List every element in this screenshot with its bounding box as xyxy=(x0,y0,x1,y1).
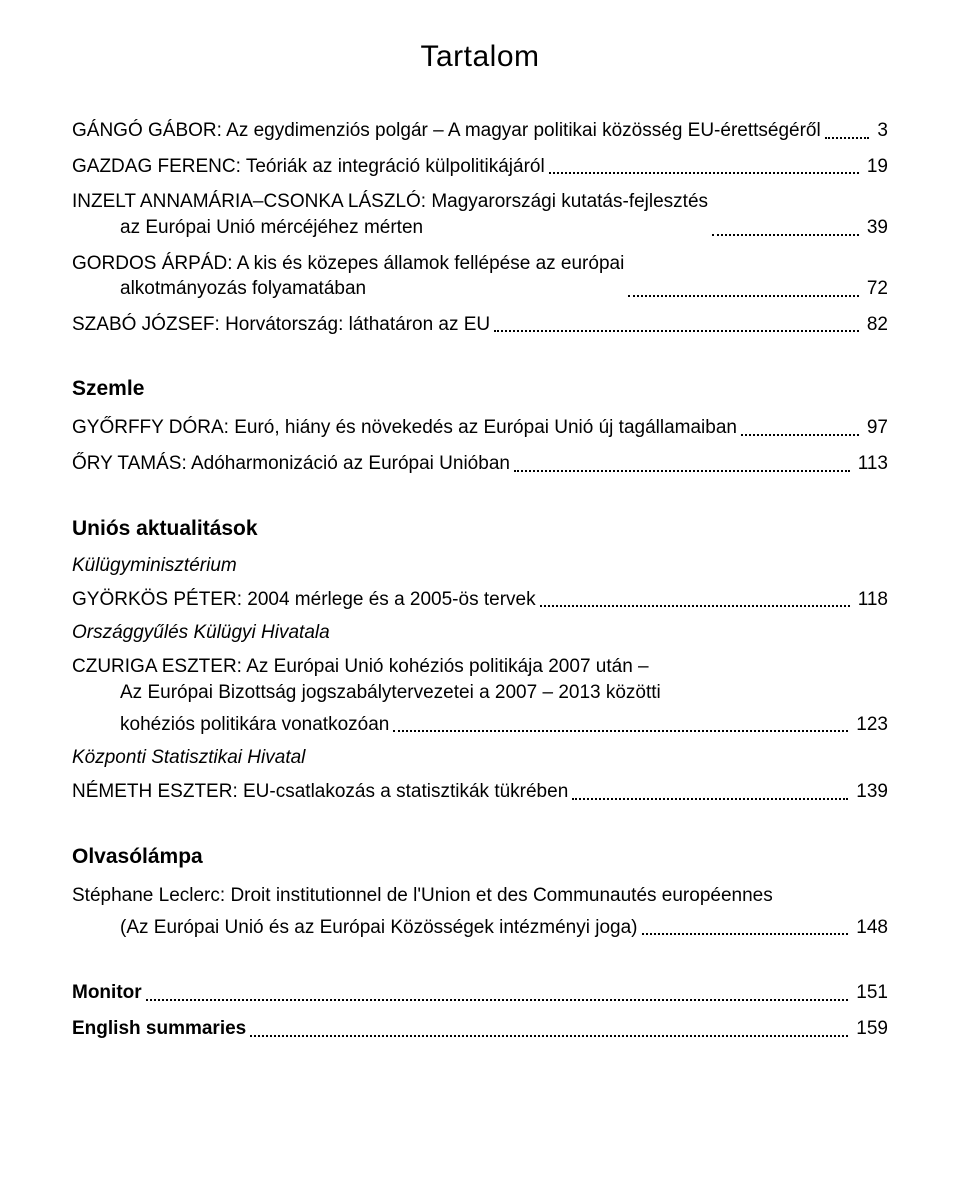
toc-page-number: 123 xyxy=(852,712,888,738)
toc-text: Monitor xyxy=(72,980,142,1006)
toc-entry-english-summaries: English summaries 159 xyxy=(72,1016,888,1042)
toc-text: INZELT ANNAMÁRIA–CSONKA LÁSZLÓ: Magyaror… xyxy=(72,189,708,240)
dot-leader xyxy=(642,932,849,935)
toc-page-number: 113 xyxy=(854,451,888,477)
toc-text: GAZDAG FERENC: Teóriák az integráció kül… xyxy=(72,154,545,180)
section-heading-olvaso: Olvasólámpa xyxy=(72,845,888,869)
dot-leader xyxy=(572,797,848,800)
dot-leader xyxy=(540,604,850,607)
toc-text: NÉMETH ESZTER: EU-csatlakozás a statiszt… xyxy=(72,779,568,805)
toc-entry: GYÖRKÖS PÉTER: 2004 mérlege és a 2005-ös… xyxy=(72,587,888,613)
toc-page-number: 139 xyxy=(852,779,888,805)
toc-page-number: 19 xyxy=(863,154,888,180)
dot-leader xyxy=(712,233,859,236)
toc-entry: ŐRY TAMÁS: Adóharmonizáció az Európai Un… xyxy=(72,451,888,477)
toc-line: GORDOS ÁRPÁD: A kis és közepes államok f… xyxy=(72,251,624,277)
dot-leader xyxy=(393,729,848,732)
dot-leader xyxy=(494,329,859,332)
toc-entry: NÉMETH ESZTER: EU-csatlakozás a statiszt… xyxy=(72,779,888,805)
dot-leader xyxy=(250,1034,848,1037)
toc-entry: GAZDAG FERENC: Teóriák az integráció kül… xyxy=(72,154,888,180)
toc-text: ŐRY TAMÁS: Adóharmonizáció az Európai Un… xyxy=(72,451,510,477)
subheading: Külügyminisztérium xyxy=(72,555,888,577)
toc-page-number: 118 xyxy=(854,587,888,613)
toc-page-number: 159 xyxy=(852,1016,888,1042)
toc-page-number: 72 xyxy=(863,276,888,302)
toc-entry: GYŐRFFY DÓRA: Euró, hiány és növekedés a… xyxy=(72,415,888,441)
page-title: Tartalom xyxy=(72,40,888,74)
toc-entry: kohéziós politikára vonatkozóan 123 xyxy=(72,712,888,738)
toc-page-number: 148 xyxy=(852,915,888,941)
subheading: Központi Statisztikai Hivatal xyxy=(72,747,888,769)
toc-entry: GÁNGÓ GÁBOR: Az egydimenziós polgár – A … xyxy=(72,118,888,144)
section-heading-unios: Uniós aktualitások xyxy=(72,517,888,541)
toc-page-number: 151 xyxy=(852,980,888,1006)
subheading: Országgyűlés Külügyi Hivatala xyxy=(72,622,888,644)
toc-text: kohéziós politikára vonatkozóan xyxy=(72,712,389,738)
toc-line: Az Európai Bizottság jogszabálytervezete… xyxy=(72,680,888,706)
toc-text: (Az Európai Unió és az Európai Közössége… xyxy=(72,915,638,941)
toc-line: az Európai Unió mércéjéhez mérten xyxy=(72,215,708,241)
dot-leader xyxy=(741,433,859,436)
toc-page: Tartalom GÁNGÓ GÁBOR: Az egydimenziós po… xyxy=(0,0,960,1197)
toc-line: INZELT ANNAMÁRIA–CSONKA LÁSZLÓ: Magyaror… xyxy=(72,189,708,215)
toc-text: SZABÓ JÓZSEF: Horvátország: láthatáron a… xyxy=(72,312,490,338)
toc-line: CZURIGA ESZTER: Az Európai Unió kohéziós… xyxy=(72,656,649,677)
toc-page-number: 82 xyxy=(863,312,888,338)
toc-page-number: 97 xyxy=(863,415,888,441)
toc-line: kohéziós politikára vonatkozóan xyxy=(72,712,389,738)
toc-multiline: Stéphane Leclerc: Droit institutionnel d… xyxy=(72,883,888,909)
toc-line: Stéphane Leclerc: Droit institutionnel d… xyxy=(72,885,773,906)
dot-leader xyxy=(825,136,870,139)
toc-text: GYŐRFFY DÓRA: Euró, hiány és növekedés a… xyxy=(72,415,737,441)
toc-text: English summaries xyxy=(72,1016,246,1042)
dot-leader xyxy=(628,294,859,297)
toc-entry-monitor: Monitor 151 xyxy=(72,980,888,1006)
toc-text: GYÖRKÖS PÉTER: 2004 mérlege és a 2005-ös… xyxy=(72,587,536,613)
toc-line: (Az Európai Unió és az Európai Közössége… xyxy=(72,915,638,941)
toc-page-number: 3 xyxy=(873,118,888,144)
toc-entry: GORDOS ÁRPÁD: A kis és közepes államok f… xyxy=(72,251,888,302)
toc-entry: (Az Európai Unió és az Európai Közössége… xyxy=(72,915,888,941)
toc-text: GÁNGÓ GÁBOR: Az egydimenziós polgár – A … xyxy=(72,118,821,144)
section-heading-szemle: Szemle xyxy=(72,377,888,401)
toc-entry: INZELT ANNAMÁRIA–CSONKA LÁSZLÓ: Magyaror… xyxy=(72,189,888,240)
toc-text: GORDOS ÁRPÁD: A kis és közepes államok f… xyxy=(72,251,624,302)
dot-leader xyxy=(549,171,859,174)
dot-leader xyxy=(146,998,849,1001)
toc-page-number: 39 xyxy=(863,215,888,241)
toc-multiline: CZURIGA ESZTER: Az Európai Unió kohéziós… xyxy=(72,654,888,705)
dot-leader xyxy=(514,469,850,472)
toc-line: alkotmányozás folyamatában xyxy=(72,276,624,302)
toc-entry: SZABÓ JÓZSEF: Horvátország: láthatáron a… xyxy=(72,312,888,338)
